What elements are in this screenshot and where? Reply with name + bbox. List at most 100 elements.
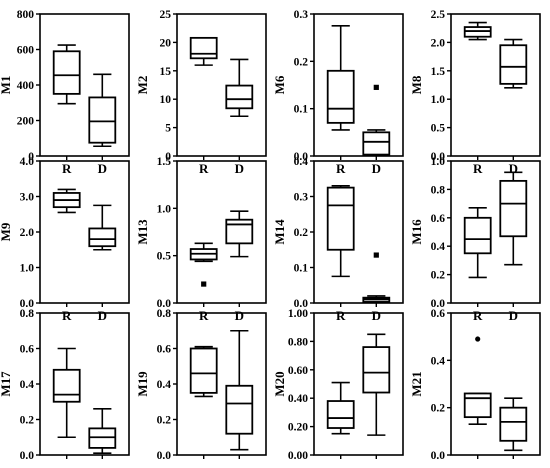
x-tick-label: R	[473, 161, 483, 176]
box-d	[88, 408, 117, 455]
outlier-point	[373, 84, 379, 90]
y-axis-label: M8	[409, 75, 424, 94]
iqr-box	[499, 179, 528, 238]
x-tick-label: R	[336, 161, 346, 176]
iqr-box	[225, 84, 254, 110]
iqr-box	[326, 186, 355, 251]
y-tick-label: 0.8	[157, 308, 172, 320]
plot-frame	[313, 13, 404, 157]
y-tick-label: 0	[165, 151, 171, 163]
iqr-box	[52, 50, 81, 95]
y-tick-label: 25	[160, 9, 172, 21]
y-tick-label: 0.0	[431, 450, 446, 462]
panel-m1: 0 200 400 600 800 M1 R D	[0, 9, 130, 176]
y-tick-label: 0.6	[431, 213, 446, 225]
y-tick-label: 10	[160, 94, 172, 106]
y-axis-label: M21	[409, 371, 424, 396]
y-tick-label: 2.5	[431, 9, 446, 21]
y-tick-label: 0.0	[294, 298, 309, 310]
box-d	[88, 204, 117, 251]
y-tick-label: 5	[165, 123, 171, 135]
y-tick-label: 0.4	[294, 156, 309, 168]
y-axis-label: M14	[272, 219, 287, 245]
y-tick-label: 1.0	[431, 94, 446, 106]
x-tick-label: R	[199, 161, 209, 176]
y-tick-label: 0.0	[157, 450, 172, 462]
x-tick-label: D	[372, 161, 381, 176]
y-tick-label: 2.0	[20, 227, 35, 239]
y-tick-label: 1.0	[431, 156, 446, 168]
iqr-box	[225, 218, 254, 245]
y-tick-label: 1.0	[20, 263, 35, 275]
iqr-box	[362, 346, 391, 394]
y-tick-label: 0.4	[157, 379, 172, 391]
x-tick-label: R	[473, 308, 483, 323]
plot-frame	[313, 312, 404, 456]
panel-m13: 0.0 0.5 1.0 1.5 M13 R D	[135, 156, 267, 323]
y-tick-label: 0.0	[20, 298, 35, 310]
y-tick-label: 0.2	[20, 415, 35, 427]
y-tick-label: 200	[17, 116, 35, 128]
panel-m6: 0.0 0.1 0.2 0.3 M6 R D	[272, 9, 404, 176]
iqr-box	[189, 347, 218, 394]
y-tick-label: 0.2	[431, 270, 446, 282]
iqr-box	[499, 406, 528, 442]
y-tick-label: 0.6	[431, 308, 446, 320]
y-axis-label: M20	[272, 371, 287, 396]
y-axis-label: M17	[0, 371, 13, 397]
y-axis-label: M2	[135, 76, 150, 95]
y-tick-label: 0.8	[20, 308, 35, 320]
y-tick-label: 0	[28, 151, 34, 163]
y-tick-label: 1.5	[157, 156, 172, 168]
plot-frame	[176, 13, 267, 157]
y-tick-label: 1.5	[431, 66, 446, 78]
y-tick-label: 0.0	[20, 450, 35, 462]
y-tick-label: 0.5	[157, 251, 172, 263]
y-tick-label: 0.4	[431, 355, 446, 367]
y-tick-label: 0.0	[157, 298, 172, 310]
box-r	[326, 25, 355, 131]
x-tick-label: D	[235, 308, 244, 323]
y-tick-label: 15	[160, 66, 172, 78]
box-r	[189, 242, 218, 287]
x-tick-label: D	[509, 161, 518, 176]
y-tick-label: 0.0	[431, 298, 446, 310]
y-axis-label: M1	[0, 76, 13, 95]
box-d	[88, 73, 117, 148]
y-tick-label: 0.6	[20, 344, 35, 356]
y-tick-label: 4.0	[20, 156, 35, 168]
y-tick-label: 800	[17, 9, 35, 21]
y-tick-label: 2.0	[431, 37, 446, 49]
iqr-box	[326, 69, 355, 124]
panel-m9: 0.0 1.0 2.0 3.0 4.0 M9 R D	[0, 156, 130, 323]
box-d	[499, 397, 528, 452]
y-tick-label: 0.60	[288, 365, 308, 377]
box-r	[463, 21, 492, 41]
box-r	[463, 336, 492, 426]
y-tick-label: 0.40	[288, 393, 308, 405]
y-tick-label: 0.3	[294, 192, 309, 204]
box-r	[189, 36, 218, 66]
y-tick-label: 0.4	[20, 379, 35, 391]
box-d	[362, 252, 391, 304]
plot-frame	[176, 160, 267, 304]
y-tick-label: 0.4	[431, 241, 446, 253]
y-tick-label: 0.6	[157, 344, 172, 356]
iqr-box	[326, 400, 355, 429]
x-tick-label: D	[235, 161, 244, 176]
y-tick-label: 0.1	[294, 104, 309, 116]
y-tick-label: 0.3	[294, 9, 309, 21]
iqr-box	[499, 44, 528, 85]
x-tick-label: D	[98, 161, 107, 176]
box-d	[362, 333, 391, 436]
box-r	[52, 188, 81, 214]
y-tick-label: 0.80	[288, 336, 308, 348]
panel-m2: 0 5 10 15 20 25 M2 R D	[135, 9, 267, 176]
box-d	[499, 38, 528, 89]
iqr-box	[52, 368, 81, 403]
iqr-box	[189, 36, 218, 60]
y-tick-label: 1.00	[288, 308, 308, 320]
panel-m21: 0.0 0.2 0.4 0.6 M21 R D	[409, 308, 541, 468]
